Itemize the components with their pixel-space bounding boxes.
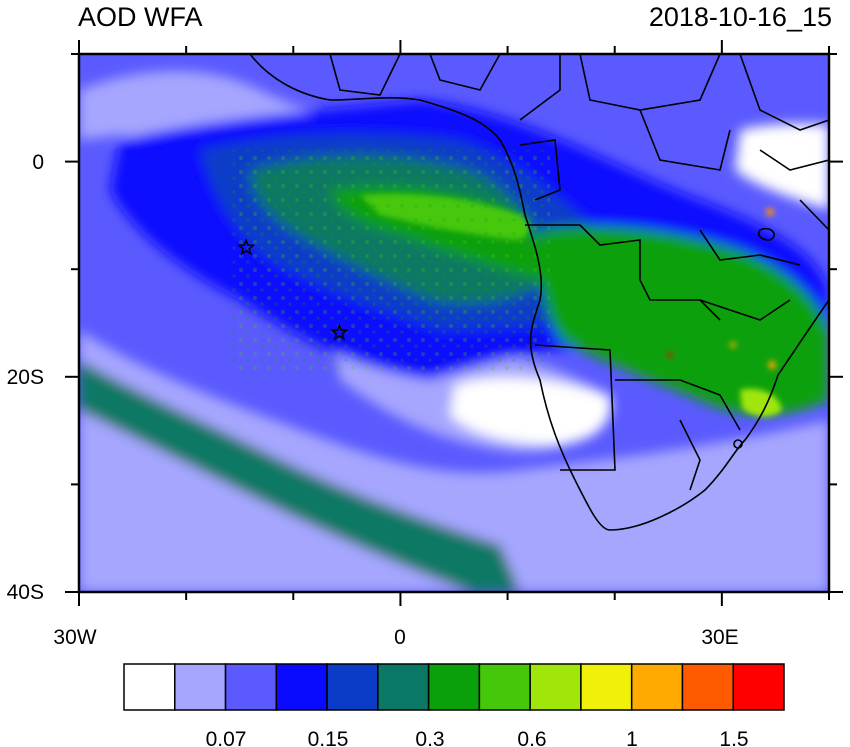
colorbar-swatch — [427, 663, 481, 711]
hotspot-orange-2 — [768, 361, 776, 369]
border-2 — [525, 224, 641, 280]
colorbar-swatch — [478, 663, 531, 711]
x-tick-label: 30E — [701, 626, 738, 649]
star-marker — [237, 238, 256, 256]
y-tick-label: 20S — [7, 366, 44, 389]
border-1 — [519, 139, 561, 201]
colorbar-swatch — [224, 663, 278, 711]
border-13 — [429, 54, 501, 91]
y-tick-label: 40S — [7, 581, 44, 604]
southern-band — [79, 360, 520, 592]
axis-ticks — [65, 40, 843, 606]
colorbar-labels: 0.07 0.15 0.3 0.6 1 1.5 — [206, 728, 749, 747]
star-marker — [330, 323, 349, 341]
border-14 — [739, 54, 829, 131]
aod-field — [79, 54, 829, 592]
colorbar-label: 1 — [626, 728, 638, 747]
border-7 — [639, 109, 731, 171]
colorbar-swatch — [174, 663, 227, 711]
colorbar-swatch — [275, 663, 328, 711]
colorbar-label: 0.6 — [517, 728, 546, 747]
border-9 — [699, 299, 791, 321]
colorbar — [123, 663, 785, 711]
hotspot-red-1 — [768, 210, 772, 214]
colorbar-swatch — [630, 663, 684, 711]
x-tick-label: 30W — [53, 626, 96, 649]
colorbar-label: 0.15 — [308, 728, 349, 747]
colorbar-swatch — [732, 663, 785, 711]
hotspot-red-2 — [667, 352, 673, 358]
northeast-white — [735, 123, 829, 210]
speckle-texture — [230, 150, 550, 370]
border-4 — [615, 379, 741, 431]
colorbar-swatch — [377, 663, 430, 711]
border-5 — [639, 279, 721, 321]
lake-victoria — [757, 227, 775, 241]
x-tick-label: 0 — [394, 626, 406, 649]
colorbar-label: 0.3 — [415, 728, 444, 747]
plot-title: AOD WFA — [78, 2, 203, 32]
colorbar-swatch — [681, 663, 734, 711]
border-3 — [534, 344, 616, 471]
border-15 — [759, 149, 829, 171]
low-aod-south — [79, 330, 829, 592]
border-8 — [699, 229, 801, 266]
hotspot-yellow-green — [740, 388, 782, 417]
colorbar-label: 0.07 — [206, 728, 247, 747]
border-11 — [519, 54, 561, 121]
marker-layer — [237, 238, 349, 341]
continent-green — [538, 226, 829, 415]
island-lesotho — [733, 439, 743, 449]
white-patch-south — [450, 377, 611, 445]
colorbar-swatch — [123, 663, 176, 711]
border-10 — [679, 419, 701, 491]
colorbar-swatch — [529, 663, 582, 711]
hotspot-orange-3 — [730, 342, 736, 348]
border-16 — [799, 199, 829, 231]
y-axis-labels: 0 20S 40S — [7, 151, 44, 604]
africa-coastline — [249, 54, 829, 531]
colorbar-swatch — [326, 663, 379, 711]
y-tick-label: 0 — [32, 151, 44, 174]
colorbar-label: 1.5 — [719, 728, 748, 747]
x-axis-labels: 30W 0 30E — [53, 626, 738, 649]
border-12 — [329, 54, 401, 96]
plot-timestamp: 2018-10-16_15 — [648, 2, 832, 32]
plot-frame — [77, 52, 831, 594]
country-borders — [249, 54, 829, 531]
colorbar-swatch — [580, 663, 633, 711]
